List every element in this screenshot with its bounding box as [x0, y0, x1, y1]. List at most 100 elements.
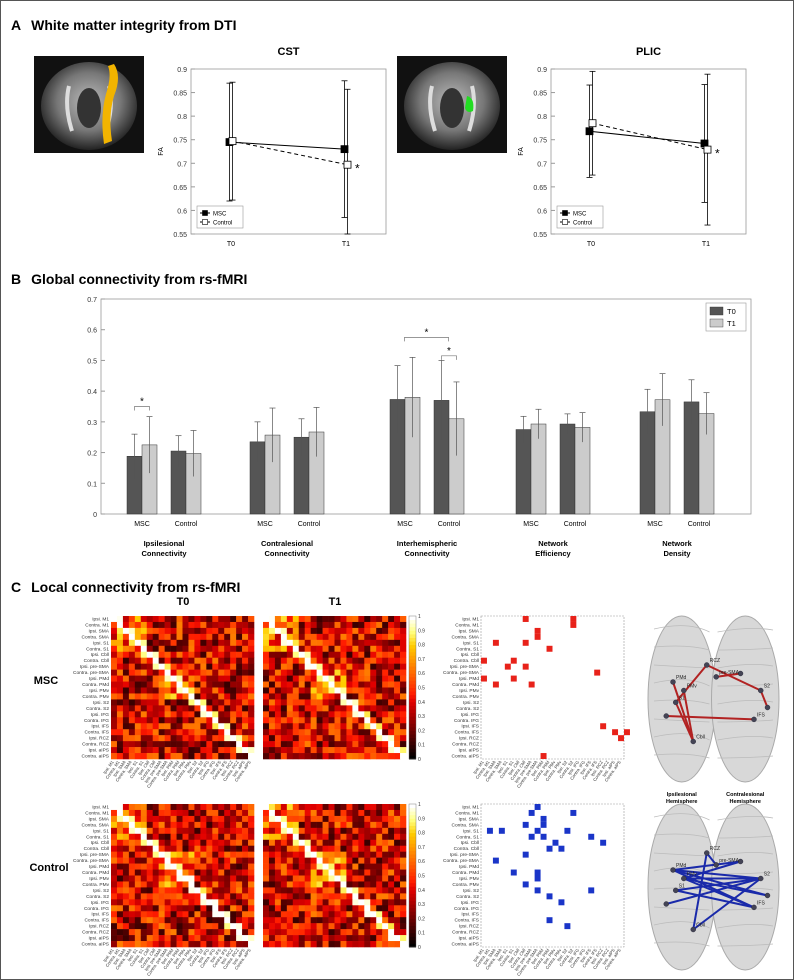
- matrix-cell: [400, 941, 407, 948]
- colorbar-step: [409, 655, 416, 660]
- matrix-cell: [111, 753, 118, 760]
- matrix-cell: [352, 699, 359, 706]
- matrix-cell: [212, 917, 219, 924]
- matrix-cell: [170, 827, 177, 835]
- matrix-cell: [388, 639, 395, 647]
- matrix-cell: [111, 845, 118, 852]
- msc-t0-row-label: Contra. RCZ: [82, 742, 109, 748]
- matrix-cell: [334, 711, 341, 718]
- matrix-cell: [268, 929, 276, 936]
- matrix-cell: [382, 929, 389, 936]
- matrix-cell: [200, 693, 207, 700]
- matrix-cell: [212, 699, 219, 706]
- matrix-cell: [358, 881, 365, 888]
- matrix-cell: [370, 747, 377, 754]
- matrix-cell: [200, 669, 207, 676]
- matrix-cell: [188, 639, 195, 647]
- matrix-cell: [346, 935, 353, 942]
- matrix-cell: [328, 815, 335, 823]
- matrix-cell: [248, 693, 255, 700]
- matrix-cell: [400, 723, 407, 730]
- control-t0-row-label: Contra. M1: [85, 810, 109, 816]
- matrix-cell: [394, 869, 401, 876]
- matrix-cell: [364, 809, 371, 817]
- matrix-cell: [334, 669, 341, 676]
- matrix-cell: [128, 681, 136, 688]
- matrix-cell: [158, 911, 165, 918]
- matrix-cell: [358, 711, 365, 718]
- matrix-cell: [274, 929, 282, 936]
- matrix-cell: [218, 645, 225, 653]
- matrix-cell: [224, 929, 231, 936]
- matrix-cell: [152, 839, 159, 847]
- matrix-cell: [230, 893, 237, 900]
- matrix-cell: [328, 857, 335, 864]
- matrix-cell: [218, 899, 225, 906]
- panel-c-heading: Local connectivity from rs-fMRI: [31, 579, 241, 595]
- matrix-cell: [358, 935, 365, 942]
- matrix-cell: [316, 899, 323, 906]
- matrix-cell: [286, 681, 294, 688]
- matrix-cell: [224, 633, 231, 641]
- matrix-cell: [140, 681, 148, 688]
- matrix-cell: [316, 941, 323, 948]
- matrix-cell: [164, 627, 171, 635]
- matrix-cell: [298, 663, 306, 670]
- matrix-cell: [394, 735, 401, 742]
- matrix-cell: [382, 875, 389, 882]
- matrix-cell: [158, 804, 165, 811]
- matrix-cell: [328, 735, 335, 742]
- matrix-cell: [122, 887, 130, 894]
- matrix-cell: [394, 929, 401, 936]
- matrix-cell: [364, 645, 371, 653]
- matrix-cell: [122, 863, 130, 870]
- matrix-cell: [116, 687, 124, 694]
- gyrus: [653, 664, 710, 669]
- matrix-cell: [134, 735, 142, 742]
- matrix-cell: [236, 905, 243, 912]
- matrix-cell: [400, 845, 407, 852]
- matrix-cell: [236, 651, 243, 659]
- matrix-cell: [116, 621, 124, 629]
- matrix-cell: [268, 681, 276, 688]
- matrix-cell: [212, 675, 219, 682]
- matrix-cell: [140, 621, 148, 629]
- matrix-cell: [134, 911, 142, 918]
- matrix-cell: [134, 717, 142, 724]
- matrix-cell: [286, 699, 294, 706]
- colorbar-tick-label: 1: [418, 802, 421, 808]
- matrix-cell: [242, 645, 249, 653]
- matrix-cell: [328, 651, 335, 659]
- matrix-cell: [164, 935, 171, 942]
- matrix-cell: [346, 627, 353, 635]
- matrix-cell: [164, 875, 171, 882]
- matrix-cell: [224, 717, 231, 724]
- control-significance-matrix-cell: [534, 869, 541, 876]
- legend-label: MSC: [213, 212, 227, 218]
- matrix-cell: [382, 899, 389, 906]
- matrix-cell: [352, 917, 359, 924]
- matrix-cell: [242, 887, 249, 894]
- matrix-cell: [298, 881, 306, 888]
- matrix-cell: [304, 923, 311, 930]
- matrix-cell: [316, 675, 323, 682]
- matrix-cell: [268, 875, 276, 882]
- matrix-cell: [364, 735, 371, 742]
- matrix-cell: [364, 675, 371, 682]
- matrix-cell: [218, 753, 225, 760]
- matrix-cell: [248, 821, 255, 829]
- matrix-cell: [268, 735, 276, 742]
- matrix-cell: [218, 735, 225, 742]
- matrix-cell: [170, 753, 177, 760]
- matrix-cell: [111, 929, 118, 936]
- matrix-cell: [274, 935, 282, 942]
- matrix-cell: [298, 669, 306, 676]
- matrix-cell: [206, 887, 213, 894]
- matrix-cell: [122, 923, 130, 930]
- matrix-cell: [364, 621, 371, 629]
- matrix-cell: [304, 881, 311, 888]
- matrix-cell: [304, 929, 311, 936]
- matrix-cell: [310, 827, 317, 835]
- matrix-cell: [176, 669, 183, 676]
- matrix-cell: [128, 917, 136, 924]
